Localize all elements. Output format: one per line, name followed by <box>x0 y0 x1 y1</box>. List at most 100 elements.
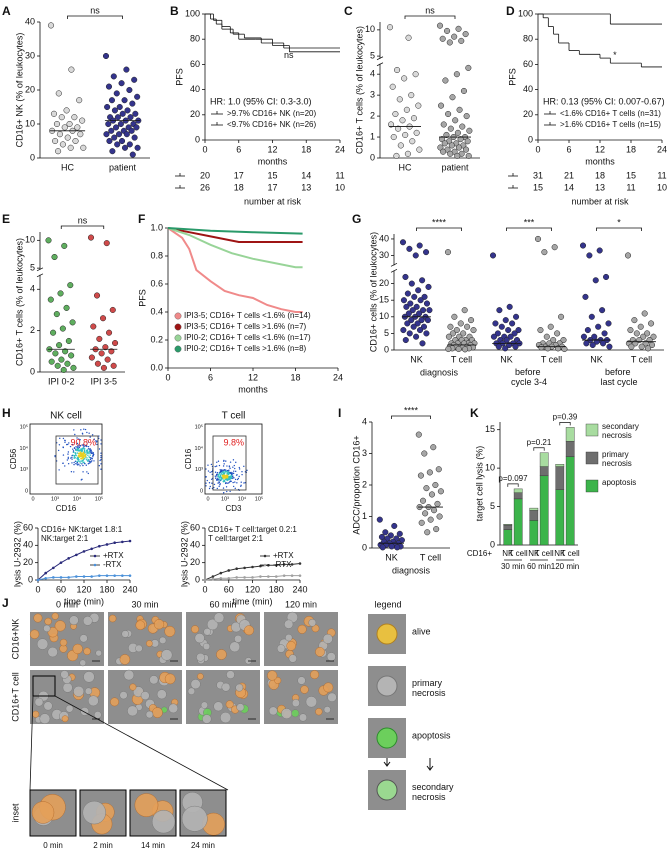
flow-event <box>78 450 81 452</box>
data-point <box>133 124 140 131</box>
flow-event <box>216 479 218 481</box>
flow-event <box>67 453 69 455</box>
flow-event <box>76 447 79 450</box>
flow-event <box>228 469 230 471</box>
significance-bracket <box>416 227 462 231</box>
flow-event <box>228 478 230 480</box>
flow-event <box>77 459 80 461</box>
x-tick-label: NK <box>528 549 540 558</box>
y-tick-label: 1.0 <box>150 222 163 232</box>
flow-event <box>219 483 221 485</box>
flow-event <box>222 469 224 471</box>
flow-x-tick: 10⁴ <box>73 495 82 502</box>
flow-event <box>85 451 87 453</box>
flow-y-tick: 10⁴ <box>20 445 29 452</box>
flow-event <box>225 478 227 481</box>
cell <box>168 703 179 714</box>
data-point <box>90 547 93 551</box>
data-point <box>387 121 395 128</box>
flow-event <box>223 479 226 482</box>
data-point <box>115 131 123 138</box>
data-point <box>417 472 424 479</box>
flow-event <box>100 455 102 457</box>
x-tick-label: 0 <box>165 372 170 382</box>
data-point <box>131 76 138 83</box>
flow-event <box>81 458 83 460</box>
flow-event <box>213 483 216 486</box>
cell <box>161 649 173 661</box>
flow-event <box>223 473 225 475</box>
risk-number: 26 <box>200 182 210 192</box>
cell <box>153 619 165 630</box>
data-point <box>404 150 411 157</box>
data-point <box>408 280 415 287</box>
flow-event <box>62 454 65 456</box>
data-point <box>394 544 401 551</box>
y-tick-label: 20 <box>25 84 35 94</box>
flow-event <box>69 445 72 448</box>
data-point <box>90 323 97 330</box>
data-point <box>431 507 438 514</box>
data-point <box>243 576 246 579</box>
data-point <box>119 110 126 117</box>
data-point <box>409 138 416 145</box>
data-point <box>650 333 657 340</box>
data-point <box>62 348 69 355</box>
y-axis-label: PFS <box>507 68 517 86</box>
y-tick-label: 40 <box>25 16 35 26</box>
flow-event <box>217 460 220 462</box>
y-tick-label: 0 <box>528 134 533 144</box>
legend-marker <box>93 554 97 558</box>
axis-break <box>36 267 44 272</box>
data-point <box>390 133 397 141</box>
data-point <box>434 500 441 507</box>
cell <box>213 612 225 623</box>
y-tick-label: 60 <box>190 522 200 532</box>
bar-segment <box>565 456 575 546</box>
cell <box>310 670 320 680</box>
significance-label: **** <box>404 405 419 415</box>
data-point <box>67 282 74 289</box>
y-tick-label: 10 <box>379 311 389 321</box>
cell <box>315 708 323 716</box>
cell <box>229 641 241 653</box>
flow-event <box>81 460 83 462</box>
flow-event <box>73 457 75 460</box>
risk-number: 21 <box>564 170 574 180</box>
data-point <box>282 574 286 577</box>
flow-event <box>233 470 235 472</box>
flow-event <box>215 477 217 479</box>
flow-event <box>64 441 66 443</box>
cell <box>34 697 44 707</box>
flow-event <box>73 429 75 431</box>
significance-label: ns <box>90 5 100 15</box>
flow-event <box>79 444 81 447</box>
data-point <box>59 576 63 579</box>
bar-segment <box>565 427 575 442</box>
data-point <box>494 330 501 337</box>
flow-event <box>205 485 207 487</box>
flow-event <box>237 477 240 480</box>
cell <box>221 682 231 692</box>
flow-y-tick: 10³ <box>195 467 203 473</box>
gate <box>212 435 247 491</box>
flow-event <box>215 475 218 477</box>
flow-event <box>64 465 66 467</box>
data-point <box>645 345 652 352</box>
y-tick-label: 0.8 <box>150 250 163 260</box>
data-point <box>104 103 111 111</box>
legend-label: apoptosis <box>412 730 451 740</box>
data-point <box>455 144 462 151</box>
flow-event <box>91 460 93 462</box>
cell <box>327 692 337 703</box>
flow-x-label: CD16 <box>56 504 77 513</box>
flow-event <box>240 481 242 483</box>
y-axis-label: PFS <box>174 68 184 86</box>
data-point <box>419 277 426 284</box>
cell <box>200 701 209 709</box>
data-point <box>69 319 76 326</box>
data-point <box>534 235 542 242</box>
y-axis-label: CD16+ NK (% of leukocytes) <box>14 33 24 148</box>
data-point <box>77 131 84 138</box>
data-point <box>100 364 107 371</box>
